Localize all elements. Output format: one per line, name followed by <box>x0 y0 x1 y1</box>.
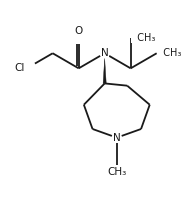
Text: CH₃: CH₃ <box>157 48 181 58</box>
Polygon shape <box>103 59 106 83</box>
Text: N: N <box>113 133 121 143</box>
Text: Cl: Cl <box>15 63 25 73</box>
Text: O: O <box>74 26 83 36</box>
Text: CH₃: CH₃ <box>131 33 155 43</box>
Text: N: N <box>101 48 108 58</box>
Text: CH₃: CH₃ <box>107 167 126 177</box>
